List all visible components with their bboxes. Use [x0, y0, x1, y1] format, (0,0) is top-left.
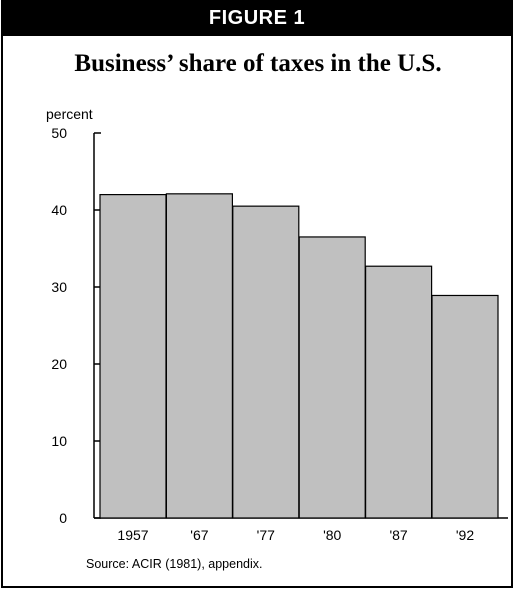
x-tick-label: '80	[323, 527, 341, 543]
chart-title: Business’ share of taxes in the U.S.	[74, 50, 442, 77]
bar	[99, 194, 167, 519]
x-tick-labels: 1957 '67 '77 '80 '87 '92	[117, 527, 474, 543]
bar	[365, 265, 433, 519]
y-tick-label: 30	[51, 279, 67, 295]
y-tick-label: 40	[51, 202, 67, 218]
bar	[431, 294, 499, 519]
x-tick-label: '87	[389, 527, 407, 543]
y-axis-label: percent	[46, 106, 93, 122]
y-tick-labels: 0 10 20 30 40 50	[51, 125, 67, 526]
figure-label: FIGURE 1	[1, 0, 513, 36]
y-tick-label: 20	[51, 356, 67, 372]
x-tick-label: '92	[456, 527, 474, 543]
bar	[165, 193, 233, 519]
x-tick-label: '77	[257, 527, 275, 543]
y-tick-label: 10	[51, 433, 67, 449]
bar	[298, 236, 366, 519]
y-tick-label: 50	[51, 125, 67, 141]
bar	[232, 205, 300, 519]
source-note: Source: ACIR (1981), appendix.	[86, 557, 263, 571]
y-tick-label: 0	[59, 510, 67, 526]
x-tick-label: 1957	[117, 527, 148, 543]
bars	[99, 193, 499, 519]
x-tick-label: '67	[190, 527, 208, 543]
